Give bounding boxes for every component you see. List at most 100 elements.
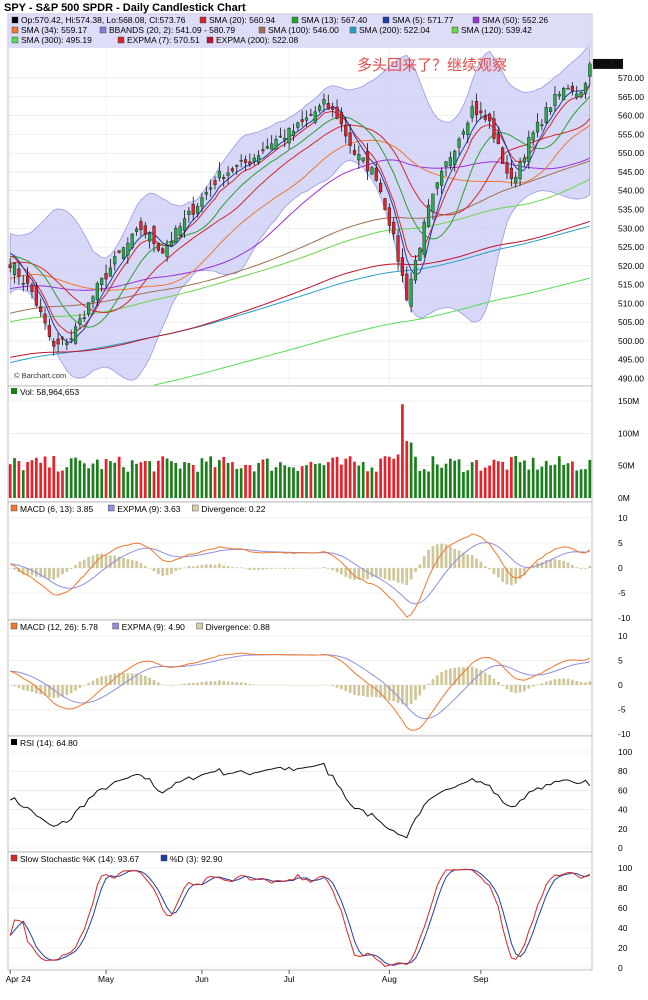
volume-bar [401, 404, 404, 498]
candle-body [21, 283, 25, 285]
legend-swatch [349, 26, 357, 34]
volume-panel-frame [7, 385, 593, 503]
macd-divergence-bar [287, 684, 291, 686]
legend-swatch [11, 26, 19, 34]
sma120-line [10, 178, 591, 323]
legend-entry: SMA (200): 522.04 [359, 25, 430, 35]
volume-bar [318, 463, 321, 498]
stoch-legend-entry: %D (3): 92.90 [170, 854, 223, 864]
legend-entry: SMA (300): 495.19 [21, 35, 92, 45]
volume-bar [52, 456, 56, 498]
volume-bar [91, 463, 95, 498]
macd-tick-label: 0 [618, 680, 623, 690]
volume-bar [157, 460, 160, 498]
candle-body [296, 122, 300, 128]
volume-bar [492, 459, 496, 498]
candle-body [100, 277, 104, 285]
candle-body [457, 138, 461, 148]
macd-divergence-bar [331, 685, 335, 687]
legend-entry: SMA (13): 567.40 [301, 15, 367, 25]
macd-divergence-bar [313, 568, 317, 569]
macd-divergence-bar [387, 685, 391, 701]
candle-body [113, 256, 117, 265]
macd-line [10, 652, 591, 731]
macd-divergence-bar [383, 568, 387, 579]
macd-divergence-bar [165, 685, 169, 686]
macd-divergence-bar [13, 568, 16, 570]
macd-divergence-bar [248, 568, 252, 570]
macd-divergence-bar [510, 568, 513, 586]
price-tick-label: 505.00 [618, 317, 644, 327]
volume-bar [322, 465, 326, 498]
volume-bar [505, 469, 509, 498]
candle-body [39, 306, 43, 313]
macd-divergence-bar [340, 568, 343, 575]
macd-divergence-bar [39, 568, 43, 578]
volume-bar [475, 460, 478, 498]
macd-divergence-bar [82, 559, 86, 568]
macd-divergence-bar [204, 564, 208, 568]
candle-body [12, 263, 17, 275]
candle-body [182, 218, 187, 231]
candle-body [300, 119, 304, 122]
macd-divergence-bar [549, 680, 552, 685]
macd-divergence-bar [462, 552, 465, 568]
macd-divergence-bar [409, 685, 413, 704]
candle-body [108, 267, 113, 277]
bollinger-band [9, 40, 591, 381]
candle-body [87, 302, 91, 315]
macd-tick-label: -5 [618, 705, 626, 715]
macd-divergence-bar [122, 673, 125, 685]
macd-legend-swatch [196, 622, 203, 630]
candle-body [514, 176, 518, 184]
volume-bar [496, 461, 500, 498]
candle-body [187, 210, 191, 215]
volume-bar [239, 468, 243, 498]
macd-divergence-bar [8, 568, 12, 569]
volume-bar [65, 467, 69, 498]
macd-legend-swatch [10, 504, 18, 512]
candle-body [204, 192, 208, 195]
macd-divergence-bar [13, 685, 16, 687]
macd-divergence-bar [56, 685, 60, 698]
candle-body [30, 284, 34, 292]
volume-bar [161, 456, 165, 498]
sma200-line [10, 225, 590, 364]
macd-divergence-bar [252, 684, 256, 685]
macd-legend-entry: Divergence: 0.22 [201, 504, 266, 514]
candle-body [230, 168, 235, 172]
stoch-legend-entry: Slow Stochastic %K (14): 93.67 [20, 854, 139, 864]
candle-body [248, 161, 252, 165]
macd-divergence-bar [579, 568, 583, 569]
macd-divergence-bar [296, 568, 300, 569]
macd-divergence-bar [218, 563, 221, 568]
macd-divergence-bar [440, 672, 443, 685]
macd-divergence-bar [200, 681, 204, 685]
macd-divergence-bar [370, 568, 374, 578]
macd-divergence-bar [279, 568, 282, 569]
candle-body [213, 180, 217, 186]
volume-bar [405, 441, 409, 498]
candle-body [148, 233, 152, 242]
macd-divergence-bar [135, 561, 138, 568]
candle-body [392, 221, 396, 235]
volume-bar [244, 464, 247, 498]
volume-bar [562, 464, 566, 498]
volume-bar [104, 459, 108, 498]
legend-swatch [199, 16, 207, 24]
candle-body [470, 106, 474, 118]
macd-divergence-bar [218, 680, 221, 685]
macd-divergence-bar [505, 568, 509, 585]
rsi-tick-label: 80 [618, 766, 628, 776]
legend-swatch [451, 26, 459, 34]
macd-divergence-bar [244, 568, 247, 569]
macd-divergence-bar [204, 681, 208, 685]
macd-divergence-bar [231, 567, 234, 568]
legend-swatch [11, 36, 19, 44]
stoch-tick-label: 20 [618, 943, 628, 953]
macd-divergence-bar [523, 685, 526, 692]
candle-body [152, 226, 156, 244]
macd-divergence-bar [300, 568, 304, 569]
